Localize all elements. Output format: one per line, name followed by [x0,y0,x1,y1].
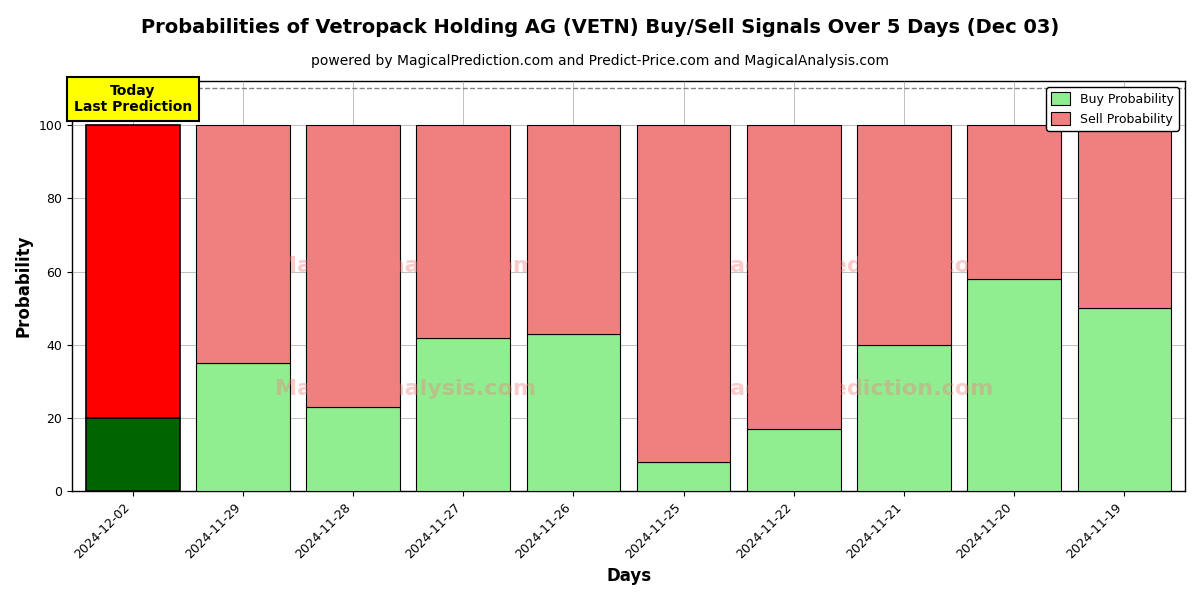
Text: MagicalAnalysis.com: MagicalAnalysis.com [276,256,536,275]
Bar [306,125,400,407]
Text: Today
Last Prediction: Today Last Prediction [73,84,192,115]
Bar [416,338,510,491]
Bar [967,125,1061,279]
Bar [196,125,289,363]
Bar [637,125,731,462]
Text: MagicalAnalysis.com: MagicalAnalysis.com [276,379,536,399]
Bar [527,334,620,491]
Bar [86,418,180,491]
Text: MagicalPrediction.com: MagicalPrediction.com [708,256,994,275]
X-axis label: Days: Days [606,567,652,585]
Bar [196,363,289,491]
Text: powered by MagicalPrediction.com and Predict-Price.com and MagicalAnalysis.com: powered by MagicalPrediction.com and Pre… [311,54,889,68]
Text: MagicalPrediction.com: MagicalPrediction.com [708,379,994,399]
Bar [1078,308,1171,491]
Bar [637,462,731,491]
Bar [857,345,950,491]
Bar [748,429,841,491]
Bar [748,125,841,429]
Bar [306,407,400,491]
Bar [857,125,950,345]
Text: Probabilities of Vetropack Holding AG (VETN) Buy/Sell Signals Over 5 Days (Dec 0: Probabilities of Vetropack Holding AG (V… [140,18,1060,37]
Bar [967,279,1061,491]
Bar [86,125,180,418]
Bar [527,125,620,334]
Legend: Buy Probability, Sell Probability: Buy Probability, Sell Probability [1046,87,1178,131]
Bar [416,125,510,338]
Y-axis label: Probability: Probability [16,235,34,337]
Bar [1078,125,1171,308]
